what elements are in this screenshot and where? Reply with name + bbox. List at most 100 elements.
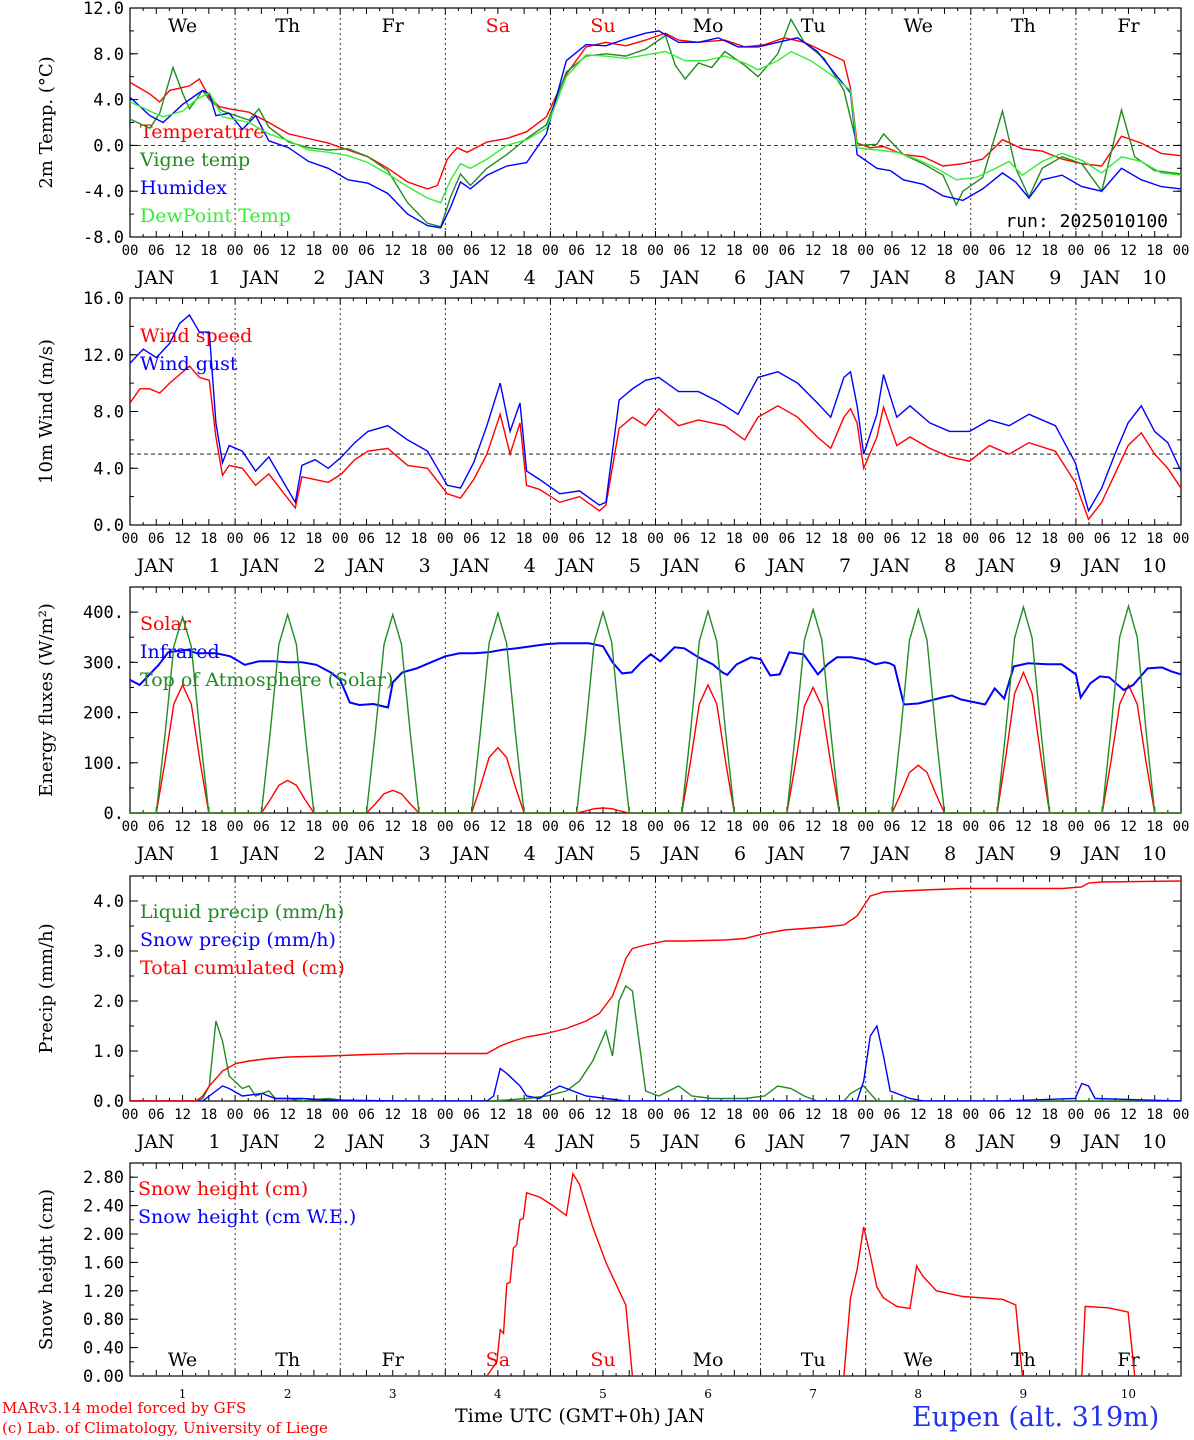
hour-label: 12 — [700, 1107, 717, 1123]
hour-label: 06 — [778, 1107, 795, 1123]
month-label: JAN — [870, 267, 910, 289]
y-tick-label: 4.0 — [93, 459, 124, 479]
weekday-label: We — [168, 1349, 197, 1371]
hour-label: 06 — [989, 243, 1006, 259]
hour-label: 18 — [305, 243, 322, 259]
legend-entry: Snow height (cm W.E.) — [138, 1206, 356, 1228]
hour-label: 06 — [673, 1107, 690, 1123]
day-number: 6 — [704, 1387, 712, 1401]
month-label: JAN — [450, 1131, 490, 1153]
hour-label: 00 — [1067, 531, 1084, 547]
y-tick-label: 4.0 — [93, 892, 124, 912]
hour-label: 00 — [122, 531, 139, 547]
weekday-label: Fr — [1117, 1349, 1140, 1371]
day-number: 2 — [314, 1131, 326, 1153]
day-number: 2 — [314, 843, 326, 865]
hour-label: 06 — [358, 531, 375, 547]
run-annotation: run: 2025010100 — [1005, 211, 1168, 232]
hour-label: 00 — [437, 819, 454, 835]
hour-label: 18 — [516, 243, 533, 259]
y-tick-label: 0.80 — [83, 1310, 124, 1330]
hour-label: 00 — [752, 1107, 769, 1123]
hour-label: 18 — [200, 531, 217, 547]
month-label: JAN — [660, 1131, 700, 1153]
day-number: 5 — [599, 1387, 607, 1401]
hour-label: 18 — [621, 243, 638, 259]
y-tick-label: 12.0 — [83, 346, 124, 366]
hour-label: 12 — [279, 819, 296, 835]
hour-label: 06 — [989, 1107, 1006, 1123]
hour-label: 18 — [621, 1107, 638, 1123]
hour-label: 06 — [673, 819, 690, 835]
hour-label: 00 — [857, 243, 874, 259]
y-tick-label: 8.0 — [93, 45, 124, 65]
hour-label: 12 — [384, 243, 401, 259]
hour-label: 12 — [279, 243, 296, 259]
y-tick-label: 2.0 — [93, 992, 124, 1012]
hour-label: 12 — [910, 1107, 927, 1123]
month-label: JAN — [345, 267, 385, 289]
day-number: 4 — [524, 1131, 536, 1153]
day-number: 3 — [419, 267, 431, 289]
series-line — [130, 32, 1181, 190]
y-tick-label: 0.0 — [93, 1092, 124, 1112]
hour-label: 12 — [1120, 531, 1137, 547]
hour-label: 12 — [595, 531, 612, 547]
hour-label: 12 — [910, 819, 927, 835]
weekday-label: We — [904, 15, 933, 37]
hour-label: 00 — [1067, 1107, 1084, 1123]
month-label: JAN — [975, 1131, 1015, 1153]
hour-label: 06 — [989, 819, 1006, 835]
day-number: 4 — [524, 555, 536, 577]
series-line — [130, 603, 1181, 813]
weekday-label: Th — [1011, 15, 1036, 37]
y-tick-label: 1.0 — [93, 1042, 124, 1062]
hour-label: 00 — [752, 531, 769, 547]
day-number: 9 — [1049, 843, 1061, 865]
hour-label: 00 — [437, 531, 454, 547]
hour-label: 18 — [1041, 243, 1058, 259]
y-tick-label: 1.60 — [83, 1253, 124, 1273]
hour-label: 00 — [542, 243, 559, 259]
month-label: JAN — [345, 555, 385, 577]
hour-label: 06 — [358, 1107, 375, 1123]
hour-label: 18 — [831, 531, 848, 547]
y-axis-label: Snow height (cm) — [36, 1189, 57, 1350]
hour-label: 18 — [831, 819, 848, 835]
hour-label: 00 — [1067, 243, 1084, 259]
panel-5: 2.80 2.40 2.00 1.60 1.20 0.80 0.40 0.00 Snow hei… — [36, 1162, 1182, 1401]
month-label: JAN — [450, 555, 490, 577]
hour-label: 06 — [778, 531, 795, 547]
hour-label: 18 — [200, 243, 217, 259]
day-number: 5 — [629, 555, 641, 577]
hour-label: 18 — [936, 1107, 953, 1123]
hour-label: 06 — [253, 819, 270, 835]
month-label: JAN — [765, 555, 805, 577]
y-axis-label: 2m Temp. (°C) — [36, 56, 57, 188]
hour-label: 18 — [726, 819, 743, 835]
hour-label: 00 — [1173, 531, 1190, 547]
month-label: JAN — [870, 1131, 910, 1153]
weekday-label: Th — [275, 1349, 300, 1371]
legend-entry: Humidex — [140, 177, 227, 199]
hour-label: 06 — [884, 531, 901, 547]
hour-label: 00 — [857, 531, 874, 547]
month-label: JAN — [555, 1131, 595, 1153]
day-number: 8 — [944, 1131, 956, 1153]
month-label: JAN — [765, 843, 805, 865]
hour-label: 06 — [1094, 243, 1111, 259]
hour-label: 00 — [1067, 819, 1084, 835]
y-tick-label: 1.20 — [83, 1282, 124, 1302]
hour-label: 00 — [962, 1107, 979, 1123]
hour-label: 06 — [463, 1107, 480, 1123]
month-label: JAN — [135, 843, 175, 865]
y-tick-label: 200. — [83, 704, 124, 724]
month-label: JAN — [240, 267, 280, 289]
month-label: JAN — [660, 555, 700, 577]
hour-label: 00 — [647, 819, 664, 835]
hour-label: 18 — [726, 531, 743, 547]
month-label: JAN — [345, 843, 385, 865]
